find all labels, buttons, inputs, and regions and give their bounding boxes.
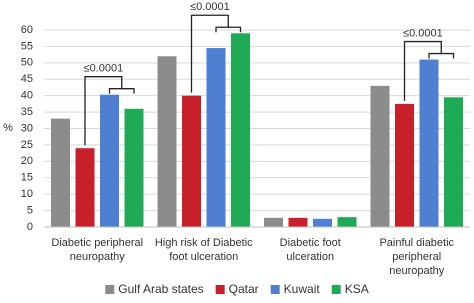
legend-label: Gulf Arab states xyxy=(118,282,203,296)
y-tick-label: 25 xyxy=(21,139,33,151)
x-tick-label: Diabetic foot ulceration xyxy=(279,237,341,263)
bar xyxy=(182,95,201,228)
bar xyxy=(100,94,119,227)
bar xyxy=(288,217,308,227)
bar xyxy=(419,59,439,227)
y-tick-label: 10 xyxy=(21,188,33,200)
x-tick-label: High risk of Diabetic foot ulceration xyxy=(154,237,253,263)
legend-label: KSA xyxy=(345,282,369,296)
y-tick-label: 35 xyxy=(21,106,33,118)
y-tick-label: 45 xyxy=(21,73,33,85)
y-tick-label: 30 xyxy=(21,122,33,134)
bar xyxy=(75,148,95,227)
legend-label: Kuwait xyxy=(284,282,321,296)
bracket xyxy=(190,14,242,93)
y-tick-label: 55 xyxy=(21,40,33,52)
legend-swatch xyxy=(331,285,341,294)
bar xyxy=(337,217,357,227)
bar xyxy=(124,108,144,227)
y-tick-label: 15 xyxy=(21,172,33,184)
y-tick-label: 0 xyxy=(27,221,33,233)
bar xyxy=(51,118,70,227)
bar xyxy=(264,217,283,227)
x-tick-label: Diabetic peripheral neuropathy xyxy=(51,237,144,263)
bar xyxy=(157,56,177,228)
bracket xyxy=(403,40,455,101)
legend-label: Qatar xyxy=(229,282,259,296)
y-axis-label: % xyxy=(3,122,13,134)
legend-swatch xyxy=(270,285,280,294)
bracket xyxy=(84,76,135,146)
bar xyxy=(444,97,463,227)
legend-swatch xyxy=(215,285,225,294)
annotation: ≤0.0001 xyxy=(190,1,230,13)
bar xyxy=(231,33,250,228)
y-tick-label: 40 xyxy=(21,90,33,102)
y-tick-label: 50 xyxy=(21,57,33,69)
y-tick-label: 60 xyxy=(21,24,33,36)
x-tick-label: Painful diabetic peripheral neuropathy xyxy=(379,237,455,277)
bar xyxy=(370,85,390,227)
bar xyxy=(313,218,332,227)
y-tick-label: 20 xyxy=(21,155,33,167)
annotation: ≤0.0001 xyxy=(84,63,124,75)
bar xyxy=(395,103,414,227)
bar xyxy=(206,48,226,227)
annotation: ≤0.0001 xyxy=(403,27,443,39)
legend-swatch xyxy=(105,285,115,294)
y-tick-label: 5 xyxy=(27,204,33,216)
